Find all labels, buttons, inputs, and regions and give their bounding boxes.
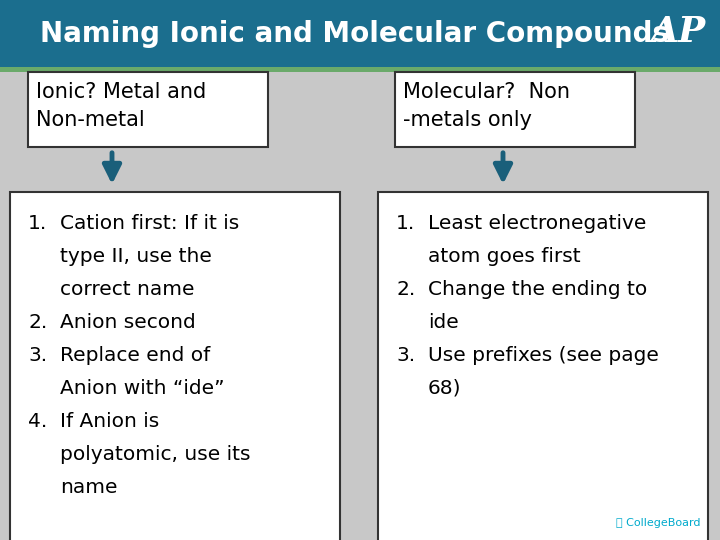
Bar xyxy=(0,67,720,72)
Bar xyxy=(28,72,268,147)
Text: Anion with “ide”: Anion with “ide” xyxy=(60,379,225,398)
Text: 1.: 1. xyxy=(28,214,48,233)
Text: Naming Ionic and Molecular Compounds: Naming Ionic and Molecular Compounds xyxy=(40,19,670,48)
Text: Anion second: Anion second xyxy=(60,313,196,332)
Bar xyxy=(395,72,635,147)
Text: If Anion is: If Anion is xyxy=(60,412,159,431)
Text: 🍎 CollegeBoard: 🍎 CollegeBoard xyxy=(616,518,700,528)
Text: ide: ide xyxy=(428,313,459,332)
Text: name: name xyxy=(60,478,117,497)
Text: Least electronegative: Least electronegative xyxy=(428,214,647,233)
Text: 4.: 4. xyxy=(28,412,48,431)
Text: 3.: 3. xyxy=(396,346,415,365)
Text: Molecular?  Non: Molecular? Non xyxy=(403,82,570,102)
Text: AP: AP xyxy=(650,15,706,49)
Text: atom goes first: atom goes first xyxy=(428,247,580,266)
Bar xyxy=(0,0,720,67)
Text: -metals only: -metals only xyxy=(403,110,532,130)
Bar xyxy=(10,192,340,540)
Text: correct name: correct name xyxy=(60,280,194,299)
Text: Change the ending to: Change the ending to xyxy=(428,280,647,299)
Bar xyxy=(378,192,708,540)
Text: 2.: 2. xyxy=(396,280,415,299)
Text: Cation first: If it is: Cation first: If it is xyxy=(60,214,239,233)
Text: Use prefixes (see page: Use prefixes (see page xyxy=(428,346,659,365)
Text: type II, use the: type II, use the xyxy=(60,247,212,266)
Text: 1.: 1. xyxy=(396,214,415,233)
Text: Non-metal: Non-metal xyxy=(36,110,145,130)
Text: 68): 68) xyxy=(428,379,462,398)
Text: Ionic? Metal and: Ionic? Metal and xyxy=(36,82,206,102)
Text: 2.: 2. xyxy=(28,313,48,332)
Text: polyatomic, use its: polyatomic, use its xyxy=(60,445,251,464)
Text: 3.: 3. xyxy=(28,346,47,365)
Text: Replace end of: Replace end of xyxy=(60,346,210,365)
